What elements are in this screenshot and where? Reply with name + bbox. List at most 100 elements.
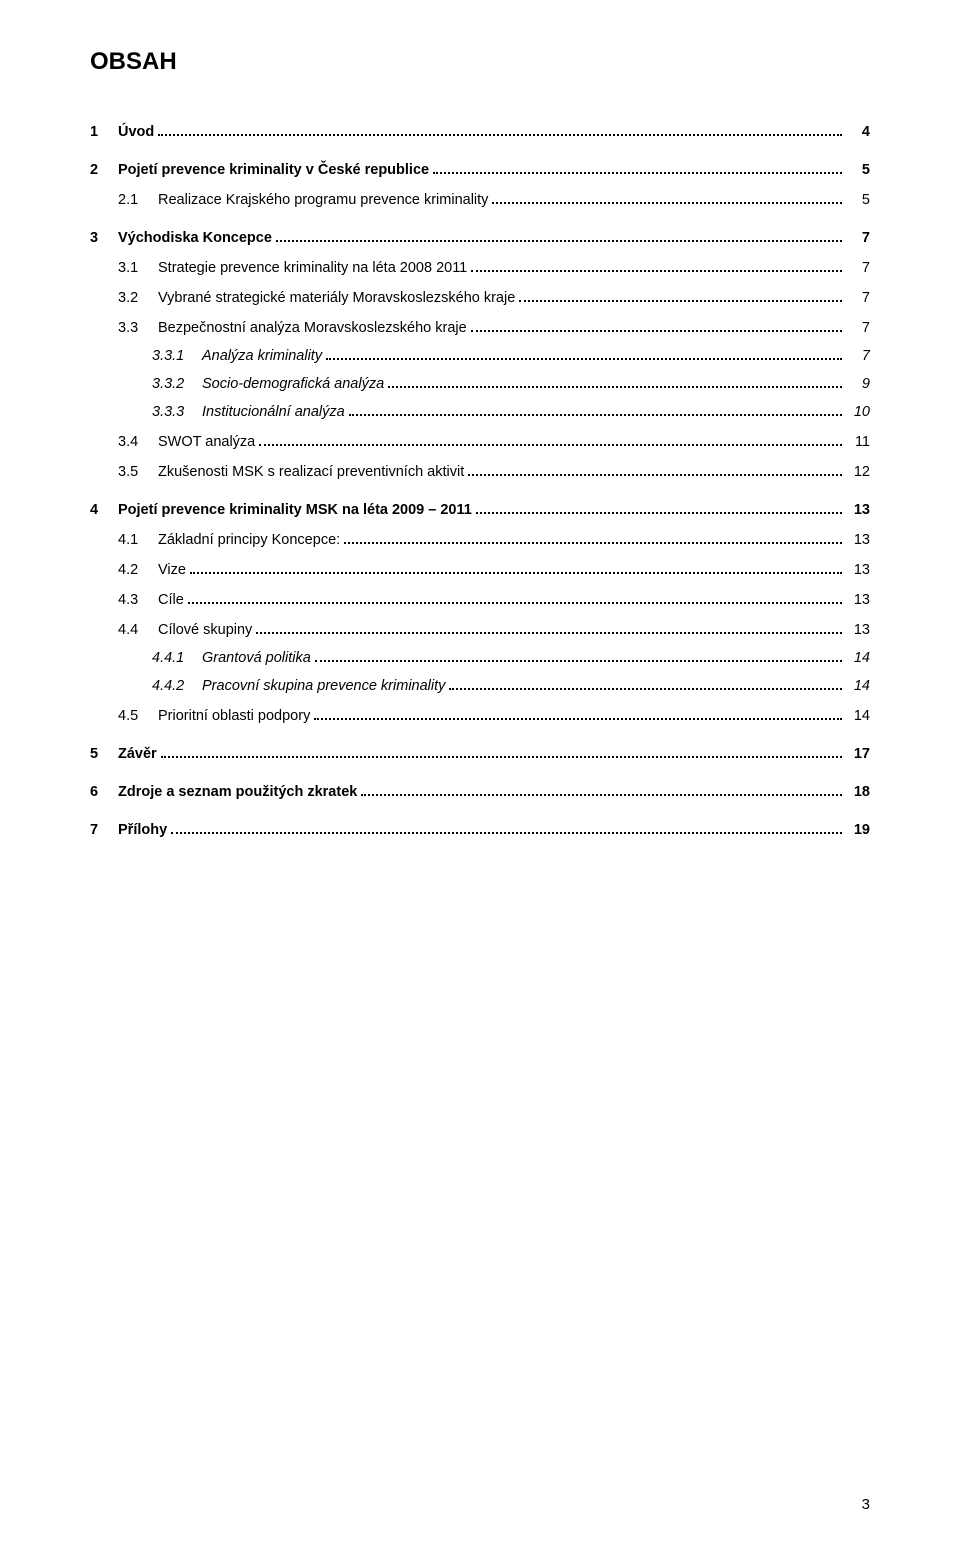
toc-entry-label: Prioritní oblasti podpory	[152, 708, 310, 724]
toc-entry-label: Cíle	[152, 592, 184, 608]
toc-entry-page: 10	[846, 404, 870, 420]
toc-entry-number: 6	[90, 784, 112, 800]
toc-entry-page: 12	[846, 464, 870, 480]
toc-entry-number: 2	[90, 162, 112, 178]
toc-entry-label: Strategie prevence kriminality na léta 2…	[152, 260, 467, 276]
toc-entry: 3.3.2Socio-demografická analýza 9	[90, 376, 870, 392]
toc-entry-label: Grantová politika	[196, 650, 311, 666]
toc-entry: 3.5Zkušenosti MSK s realizací preventivn…	[90, 464, 870, 480]
toc-entry-number: 2.1	[118, 192, 152, 208]
toc-entry-label: Bezpečnostní analýza Moravskoslezského k…	[152, 320, 467, 336]
toc-entry: 3.3Bezpečnostní analýza Moravskoslezskéh…	[90, 320, 870, 336]
toc-entry-number: 4.4.2	[152, 678, 196, 694]
toc-entry-label: Socio-demografická analýza	[196, 376, 384, 392]
page-number: 3	[862, 1496, 870, 1513]
toc-entry-number: 3.3.3	[152, 404, 196, 420]
toc-entry-page: 14	[846, 650, 870, 666]
toc-entry-page: 13	[846, 622, 870, 638]
toc-entry-page: 5	[846, 162, 870, 178]
toc-leader-dots	[471, 270, 842, 272]
toc-entry: 2Pojetí prevence kriminality v České rep…	[90, 162, 870, 178]
toc-leader-dots	[161, 756, 842, 758]
toc-leader-dots	[344, 542, 842, 544]
toc-entry: 4Pojetí prevence kriminality MSK na léta…	[90, 502, 870, 518]
toc-entry-number: 3.1	[118, 260, 152, 276]
toc-entry: 4.2Vize 13	[90, 562, 870, 578]
toc-entry-page: 4	[846, 124, 870, 140]
toc-entry: 2.1Realizace Krajského programu prevence…	[90, 192, 870, 208]
toc-entry-number: 3.3.2	[152, 376, 196, 392]
toc-entry-number: 1	[90, 124, 112, 140]
toc-entry: 1Úvod4	[90, 124, 870, 140]
toc-leader-dots	[188, 602, 842, 604]
toc-leader-dots	[349, 414, 842, 416]
toc-leader-dots	[276, 240, 842, 242]
toc-entry: 3.3.3Institucionální analýza 10	[90, 404, 870, 420]
toc-entry-page: 19	[846, 822, 870, 838]
toc-leader-dots	[468, 474, 842, 476]
toc-entry-page: 5	[846, 192, 870, 208]
toc-entry-number: 3.5	[118, 464, 152, 480]
toc-entry-page: 14	[846, 678, 870, 694]
toc-leader-dots	[433, 172, 842, 174]
toc-entry-label: Pojetí prevence kriminality MSK na léta …	[112, 502, 472, 518]
toc-entry-number: 3.2	[118, 290, 152, 306]
toc-entry-number: 4.2	[118, 562, 152, 578]
toc-leader-dots	[315, 660, 842, 662]
toc-entry-label: Realizace Krajského programu prevence kr…	[152, 192, 488, 208]
toc-entry: 4.5Prioritní oblasti podpory14	[90, 708, 870, 724]
toc-entry-page: 9	[846, 376, 870, 392]
toc-entry-page: 13	[846, 562, 870, 578]
toc-leader-dots	[449, 688, 842, 690]
toc-entry-number: 4.1	[118, 532, 152, 548]
toc-entry: 3.1Strategie prevence kriminality na lét…	[90, 260, 870, 276]
toc-entry-number: 7	[90, 822, 112, 838]
toc-entry-number: 4.4	[118, 622, 152, 638]
toc-leader-dots	[471, 330, 842, 332]
table-of-contents: 1Úvod4 2Pojetí prevence kriminality v Čes…	[90, 124, 870, 838]
toc-entry: 5Závěr 17	[90, 746, 870, 762]
toc-entry: 4.1Základní principy Koncepce:13	[90, 532, 870, 548]
toc-entry-label: Vybrané strategické materiály Moravskosl…	[152, 290, 515, 306]
toc-entry-label: Institucionální analýza	[196, 404, 345, 420]
toc-entry-label: Zdroje a seznam použitých zkratek	[112, 784, 357, 800]
toc-entry-number: 4	[90, 502, 112, 518]
toc-entry-page: 7	[846, 260, 870, 276]
toc-leader-dots	[190, 572, 842, 574]
toc-entry-page: 7	[846, 320, 870, 336]
toc-entry-label: Pojetí prevence kriminality v České repu…	[112, 162, 429, 178]
toc-entry-page: 17	[846, 746, 870, 762]
toc-entry-page: 11	[846, 434, 870, 450]
toc-entry-label: Zkušenosti MSK s realizací preventivních…	[152, 464, 464, 480]
toc-entry-label: Závěr	[112, 746, 157, 762]
toc-entry-page: 13	[846, 502, 870, 518]
toc-leader-dots	[171, 832, 842, 834]
toc-leader-dots	[519, 300, 842, 302]
toc-entry-label: Východiska Koncepce	[112, 230, 272, 246]
toc-entry-number: 3.3.1	[152, 348, 196, 364]
toc-entry: 3Východiska Koncepce 7	[90, 230, 870, 246]
toc-entry-label: Přílohy	[112, 822, 167, 838]
toc-leader-dots	[314, 718, 842, 720]
toc-entry-label: Analýza kriminality	[196, 348, 322, 364]
toc-leader-dots	[259, 444, 842, 446]
toc-entry-page: 7	[846, 290, 870, 306]
toc-entry: 4.4.2Pracovní skupina prevence kriminali…	[90, 678, 870, 694]
toc-entry-number: 5	[90, 746, 112, 762]
toc-leader-dots	[256, 632, 842, 634]
toc-leader-dots	[361, 794, 842, 796]
toc-entry-label: Pracovní skupina prevence kriminality	[196, 678, 445, 694]
toc-entry: 4.3Cíle13	[90, 592, 870, 608]
toc-entry-label: Vize	[152, 562, 186, 578]
toc-entry-page: 18	[846, 784, 870, 800]
toc-entry: 4.4.1Grantová politika 14	[90, 650, 870, 666]
toc-leader-dots	[326, 358, 842, 360]
toc-entry-page: 7	[846, 230, 870, 246]
toc-entry-label: SWOT analýza	[152, 434, 255, 450]
toc-entry: 3.3.1Analýza kriminality7	[90, 348, 870, 364]
toc-entry: 3.2Vybrané strategické materiály Moravsk…	[90, 290, 870, 306]
toc-leader-dots	[158, 134, 842, 136]
toc-entry-number: 4.4.1	[152, 650, 196, 666]
toc-leader-dots	[388, 386, 842, 388]
toc-entry-number: 3	[90, 230, 112, 246]
